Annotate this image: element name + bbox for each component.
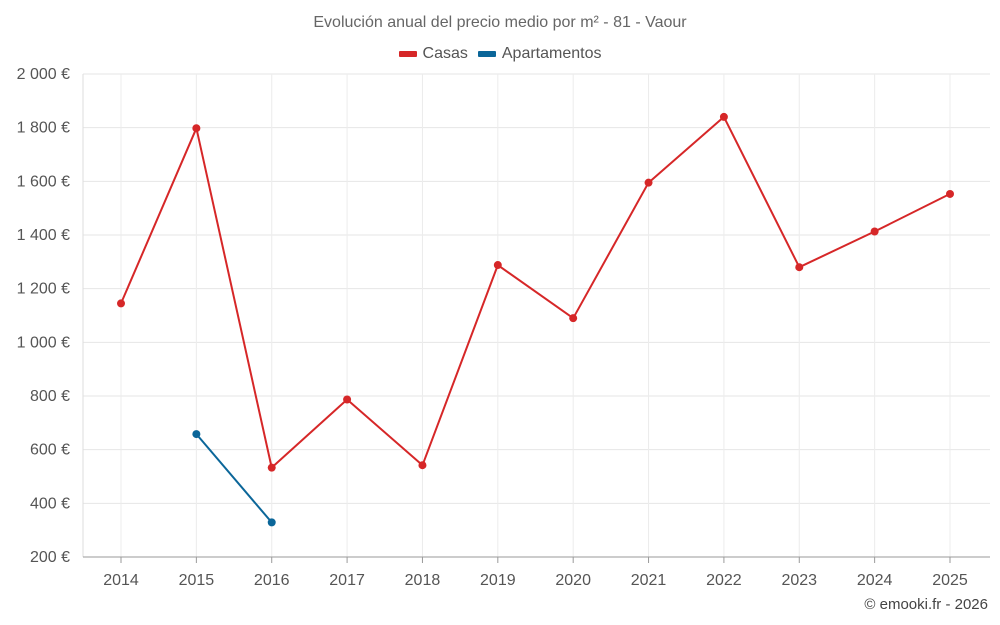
x-tick-label: 2023 [781,572,817,589]
data-point-apartamentos [192,430,201,439]
data-point-casas [719,112,728,121]
x-tick-label: 2020 [555,572,591,589]
y-tick-label: 2 000 € [17,66,70,83]
data-point-casas [795,263,804,272]
series-line-casas [120,115,951,469]
y-tick-label: 1 800 € [17,120,70,137]
y-tick-label: 600 € [30,442,70,459]
x-tick-label: 2019 [480,572,516,589]
legend-label-casas: Casas [422,45,468,62]
y-tick-label: 1 400 € [17,227,70,244]
legend-label-apartamentos: Apartamentos [501,45,602,62]
y-tick-label: 400 € [30,495,70,512]
y-tick-label: 1 200 € [17,281,70,298]
x-tick-label: 2018 [405,572,441,589]
y-tick-label: 1 000 € [17,334,70,351]
legend-item-casas[interactable]: Casas [398,45,468,63]
x-tick-label: 2015 [179,572,215,589]
chart-title: Evolución anual del precio medio por m² … [313,14,687,31]
legend-swatch-casas [398,51,417,57]
legend-swatch-apartamentos [477,51,496,57]
legend: Casas Apartamentos [0,45,1000,63]
x-tick-label: 2016 [254,572,290,589]
data-point-casas [644,178,653,187]
data-point-casas [117,299,125,308]
data-point-casas [343,395,352,404]
x-tick-label: 2024 [857,572,893,589]
y-tick-label: 200 € [30,549,70,566]
x-tick-label: 2014 [103,572,139,589]
data-point-casas [946,189,954,198]
data-point-casas [870,227,879,236]
legend-item-apartamentos[interactable]: Apartamentos [477,45,602,63]
credit-text: © emooki.fr - 2026 [864,596,988,613]
data-point-apartamentos [267,518,276,527]
data-point-casas [192,124,201,133]
x-tick-label: 2021 [631,572,667,589]
x-tick-label: 2025 [932,572,968,589]
y-tick-label: 800 € [30,388,70,405]
y-tick-label: 1 600 € [17,173,70,190]
data-point-casas [569,314,578,323]
data-point-casas [267,463,276,472]
x-tick-label: 2017 [329,572,365,589]
data-point-casas [418,461,427,470]
x-tick-label: 2022 [706,572,742,589]
series-line-apartamentos [195,433,273,524]
data-point-casas [493,261,502,270]
